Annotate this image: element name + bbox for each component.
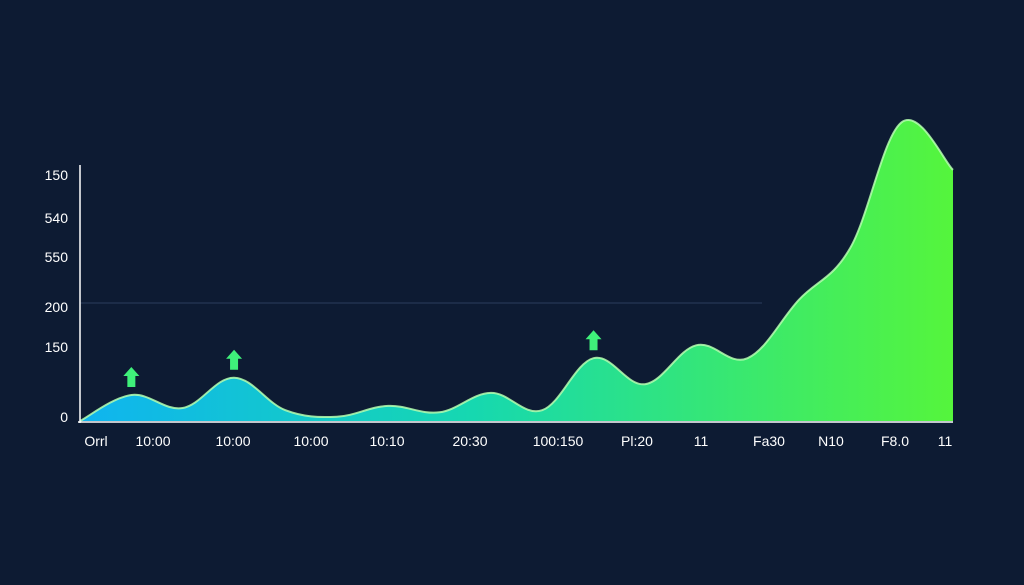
x-tick-label: 10:00 xyxy=(135,433,170,449)
x-tick-label: F8.0 xyxy=(881,433,909,449)
y-tick-label: 200 xyxy=(45,299,69,315)
x-tick-label: 20:30 xyxy=(452,433,487,449)
y-axis-ticks: 150 540 550 200 150 0 xyxy=(45,167,69,425)
x-tick-label: Fa30 xyxy=(753,433,785,449)
x-tick-label: N10 xyxy=(818,433,844,449)
x-tick-label: 10:00 xyxy=(293,433,328,449)
x-tick-label: 11 xyxy=(938,433,953,449)
x-tick-label: 11 xyxy=(694,433,709,449)
x-tick-label: Pl:20 xyxy=(621,433,653,449)
x-tick-label: 10:00 xyxy=(215,433,250,449)
area-fill xyxy=(80,119,953,422)
y-tick-label: 550 xyxy=(45,249,69,265)
peak-markers xyxy=(123,330,602,388)
y-tick-label: 0 xyxy=(60,409,68,425)
x-tick-label: Orrl xyxy=(84,433,107,449)
up-arrow-icon xyxy=(226,349,243,370)
y-tick-label: 150 xyxy=(45,339,69,355)
up-arrow-icon xyxy=(123,367,140,388)
y-tick-label: 150 xyxy=(45,167,69,183)
y-tick-label: 540 xyxy=(45,210,69,226)
area-line xyxy=(79,119,954,422)
x-tick-label: 100:150 xyxy=(533,433,584,449)
x-axis-ticks: Orrl 10:00 10:00 10:00 10:10 20:30 100:150 Pl:2… xyxy=(84,433,952,449)
x-tick-label: 10:10 xyxy=(369,433,404,449)
up-arrow-icon xyxy=(585,330,602,351)
